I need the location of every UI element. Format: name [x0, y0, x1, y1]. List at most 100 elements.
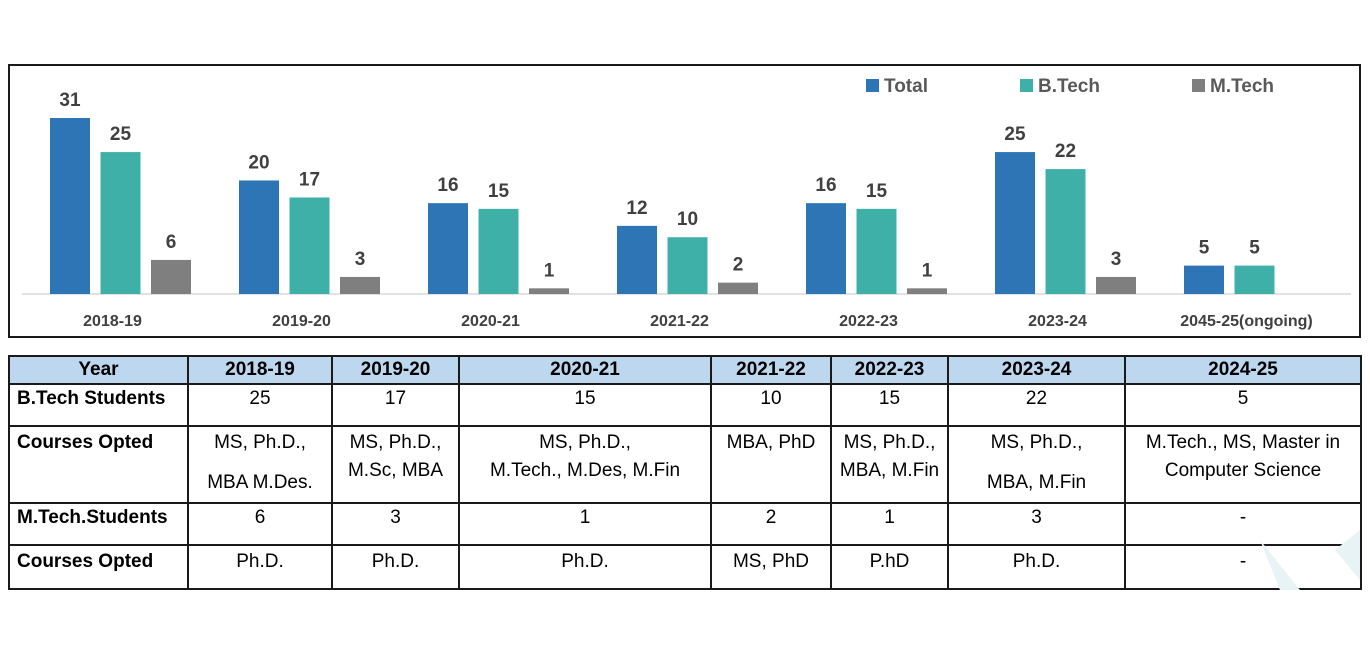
data-label: 2: [733, 255, 744, 276]
table-cell: 5: [1124, 383, 1362, 427]
table-row: M.Tech.Students 6 3 1 2 1 3 -: [8, 502, 1362, 546]
data-label: 15: [488, 181, 510, 202]
bar-m-tech-2018-19: [151, 259, 191, 294]
header-year-2018-19: 2018-19: [187, 355, 333, 385]
data-label: 25: [110, 124, 132, 145]
table-cell: P.hD: [830, 544, 949, 590]
bar-b-tech-2045-25(ongoing): [1234, 265, 1275, 294]
cell-line: -: [1239, 507, 1247, 528]
cell-line: MBA, M.Fin: [839, 460, 940, 481]
students-table: Year 2018-19 2019-20 2020-21 2021-22 2022-23 2…: [8, 355, 1362, 590]
cell-line: 22: [1025, 388, 1048, 409]
bar-total-2020-21: [428, 203, 468, 294]
cell-line: MS, Ph.D.,: [539, 432, 631, 453]
table-cell: MBA, PhD: [710, 425, 832, 504]
cell-line: 10: [760, 388, 782, 409]
cell-line: 3: [1031, 507, 1042, 528]
data-label: 5: [1199, 238, 1210, 259]
data-label: 1: [544, 260, 555, 281]
table-cell: 3: [331, 502, 460, 546]
bar-m-tech-2022-23: [907, 288, 947, 294]
table-cell: -: [1124, 544, 1362, 590]
bar-b-tech-2023-24: [1045, 169, 1086, 294]
table-cell: 3: [947, 502, 1126, 546]
x-tick-label: 2022-23: [839, 313, 898, 330]
x-tick-label: 2020-21: [461, 313, 520, 330]
data-label: 12: [626, 198, 647, 219]
row-header: Courses Opted: [8, 544, 189, 590]
header-year-2020-21: 2020-21: [458, 355, 712, 385]
cell-line: M.Tech., M.Des, M.Fin: [489, 460, 681, 481]
row-header: Courses Opted: [8, 425, 189, 504]
table-cell: MS, Ph.D., MBA, M.Fin: [830, 425, 949, 504]
table-cell: 22: [947, 383, 1126, 427]
cell-line: 6: [254, 507, 266, 528]
table-cell: MS, Ph.D., M.Tech., M.Des, M.Fin: [458, 425, 712, 504]
data-label: 3: [1111, 249, 1122, 270]
table-cell: Ph.D.: [947, 544, 1126, 590]
table-cell: MS, Ph.D., MBA M.Des.: [187, 425, 333, 504]
bar-total-2019-20: [239, 180, 279, 294]
bar-total-2023-24: [995, 152, 1035, 294]
table-row: Courses Opted Ph.D. Ph.D. Ph.D. MS, PhD P.hD P…: [8, 544, 1362, 590]
cell-line: 17: [384, 388, 407, 409]
table-cell: MS, Ph.D., M.Sc, MBA: [331, 425, 460, 504]
table-cell: 2: [710, 502, 832, 546]
cell-line: -: [1239, 551, 1247, 572]
cell-line: P.hD: [869, 551, 910, 572]
data-label: 16: [437, 175, 458, 196]
table-cell: Ph.D.: [331, 544, 460, 590]
cell-line: MS, Ph.D.,: [349, 432, 442, 453]
cell-line: 25: [249, 388, 271, 409]
table-cell: 15: [830, 383, 949, 427]
table-row: Courses Opted MS, Ph.D., MBA M.Des. MS, Ph.…: [8, 425, 1362, 504]
bar-m-tech-2019-20: [340, 276, 380, 294]
table-cell: 1: [458, 502, 712, 546]
cell-line: M.Tech., MS, Master in: [1145, 432, 1341, 453]
data-label: 17: [299, 169, 320, 190]
cell-line: 5: [1237, 388, 1249, 409]
header-year: Year: [8, 355, 189, 385]
header-year-2024-25: 2024-25: [1124, 355, 1362, 385]
table-cell: 10: [710, 383, 832, 427]
cell-line: MS, Ph.D.,: [214, 432, 306, 453]
cell-line: M.Sc, MBA: [347, 460, 443, 481]
table-cell: -: [1124, 502, 1362, 546]
data-label: 1: [922, 260, 933, 281]
table-cell: 25: [187, 383, 333, 427]
data-label: 31: [59, 90, 81, 111]
data-label: 5: [1249, 238, 1260, 259]
table-row: B.Tech Students 25 17 15 10 15 22 5: [8, 383, 1362, 427]
x-tick-label: 2019-20: [272, 313, 331, 330]
data-label: 22: [1055, 141, 1076, 162]
data-label: 15: [866, 181, 888, 202]
cell-line: Ph.D.: [1012, 551, 1061, 572]
cell-line: 1: [579, 507, 591, 528]
cell-line: 15: [878, 388, 901, 409]
cell-line: MBA, PhD: [726, 432, 816, 453]
x-tick-label: 2045-25(ongoing): [1180, 313, 1312, 330]
cell-line: MS, Ph.D.,: [843, 432, 936, 453]
bar-m-tech-2020-21: [529, 288, 569, 294]
row-header: M.Tech.Students: [8, 502, 189, 546]
legend-swatch: [866, 79, 879, 92]
table-header-row: Year 2018-19 2019-20 2020-21 2021-22 2022-23 2…: [8, 355, 1362, 385]
x-tick-label: 2018-19: [83, 313, 142, 330]
table-cell: MS, PhD: [710, 544, 832, 590]
legend-swatch: [1192, 79, 1205, 92]
data-label: 3: [355, 249, 366, 270]
bar-m-tech-2023-24: [1096, 276, 1136, 294]
cell-line: MS, PhD: [732, 551, 810, 572]
header-year-2019-20: 2019-20: [331, 355, 460, 385]
cell-line: Computer Science: [1164, 460, 1322, 481]
cell-line: Ph.D.: [236, 551, 284, 572]
legend-entry: M.Tech: [1210, 76, 1274, 97]
bar-total-2018-19: [50, 118, 90, 294]
x-tick-label: 2021-22: [650, 313, 709, 330]
table-cell: Ph.D.: [458, 544, 712, 590]
bar-b-tech-2019-20: [289, 197, 330, 294]
legend-entry: Total: [884, 76, 928, 97]
header-year-2023-24: 2023-24: [947, 355, 1126, 385]
header-year-2022-23: 2022-23: [830, 355, 949, 385]
